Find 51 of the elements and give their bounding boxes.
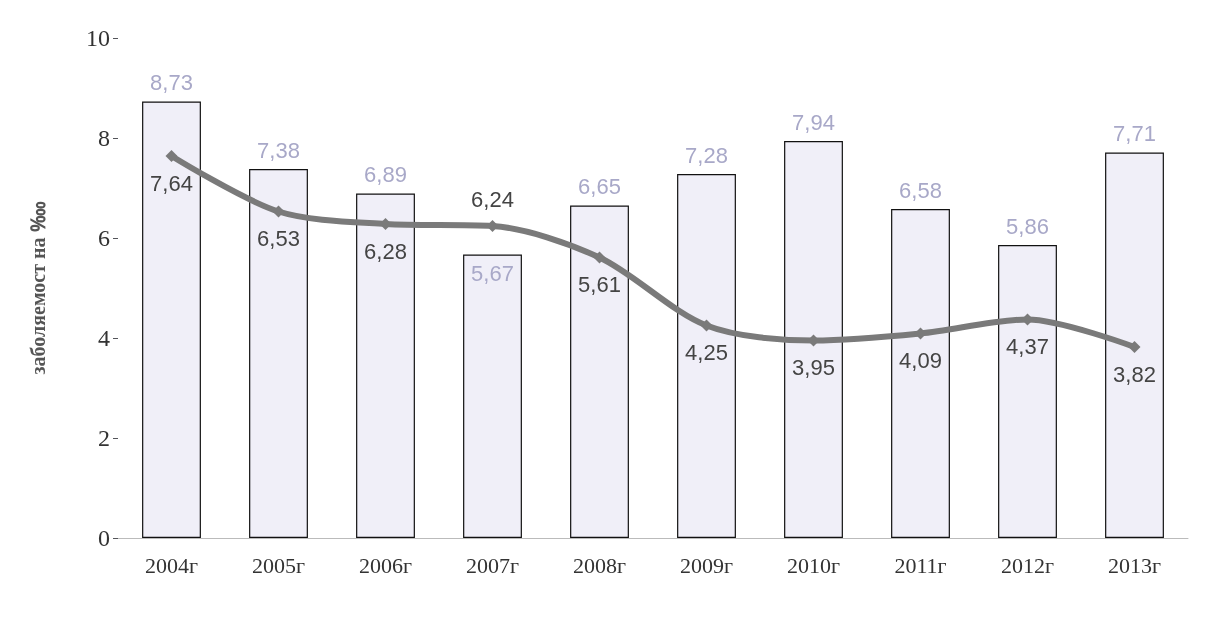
y-tick-label: 2 [98, 425, 110, 451]
data-label: 6,53 [257, 226, 300, 251]
bar [677, 174, 736, 538]
bar [570, 205, 629, 538]
data-label: 7,64 [150, 170, 193, 196]
y-tick-label: 8 [98, 125, 110, 151]
y-tick-label: 4 [98, 325, 110, 351]
bar [891, 209, 950, 538]
data-label: 6,58 [899, 177, 942, 203]
data-label: 3,95 [792, 355, 835, 380]
bar [356, 193, 415, 538]
data-label: 3,82 [1113, 361, 1156, 387]
bar [142, 101, 201, 538]
y-tick-label: 10 [86, 25, 110, 51]
data-label: 7,71 [1113, 121, 1156, 146]
data-label: 5,67 [471, 261, 514, 286]
point [700, 319, 713, 332]
x-tick-label: 2006г [358, 552, 413, 578]
bar [998, 245, 1057, 538]
data-label: 4,37 [1006, 334, 1049, 359]
data-label: 5,61 [578, 272, 621, 297]
data-label: 6,89 [364, 162, 407, 187]
data-label: 5,86 [1006, 213, 1049, 239]
y-tick-label: 0 [98, 525, 110, 551]
x-tick-label: 2013г [1107, 552, 1162, 578]
data-label: 4,09 [899, 348, 942, 373]
data-label: 6,65 [578, 174, 621, 199]
y-axis-title: заболяемост на ‱ [27, 201, 49, 375]
x-tick-label: 2010г [786, 552, 841, 578]
data-label: 4,25 [685, 340, 728, 365]
point [1128, 341, 1141, 353]
x-tick-label: 2007г [465, 552, 520, 578]
x-tick-label: 2011г [894, 552, 947, 578]
data-label: 6,28 [364, 238, 407, 264]
y-tick-label: 6 [98, 225, 110, 251]
x-tick-label: 2012г [1000, 552, 1055, 578]
bar [784, 141, 843, 538]
bar [249, 169, 308, 538]
data-label: 7,38 [257, 137, 300, 163]
x-tick-label: 2005г [251, 552, 306, 578]
data-label: 7,28 [685, 142, 728, 168]
bar [463, 254, 522, 538]
bar [1105, 152, 1164, 538]
data-label: 7,94 [792, 109, 835, 135]
x-tick-label: 2009г [679, 552, 734, 578]
point [593, 251, 606, 264]
data-label: 6,24 [471, 186, 514, 212]
x-tick-label: 2008г [572, 552, 627, 578]
x-tick-label: 2004г [144, 552, 199, 578]
point [165, 150, 178, 162]
data-label: 8,73 [150, 70, 193, 95]
